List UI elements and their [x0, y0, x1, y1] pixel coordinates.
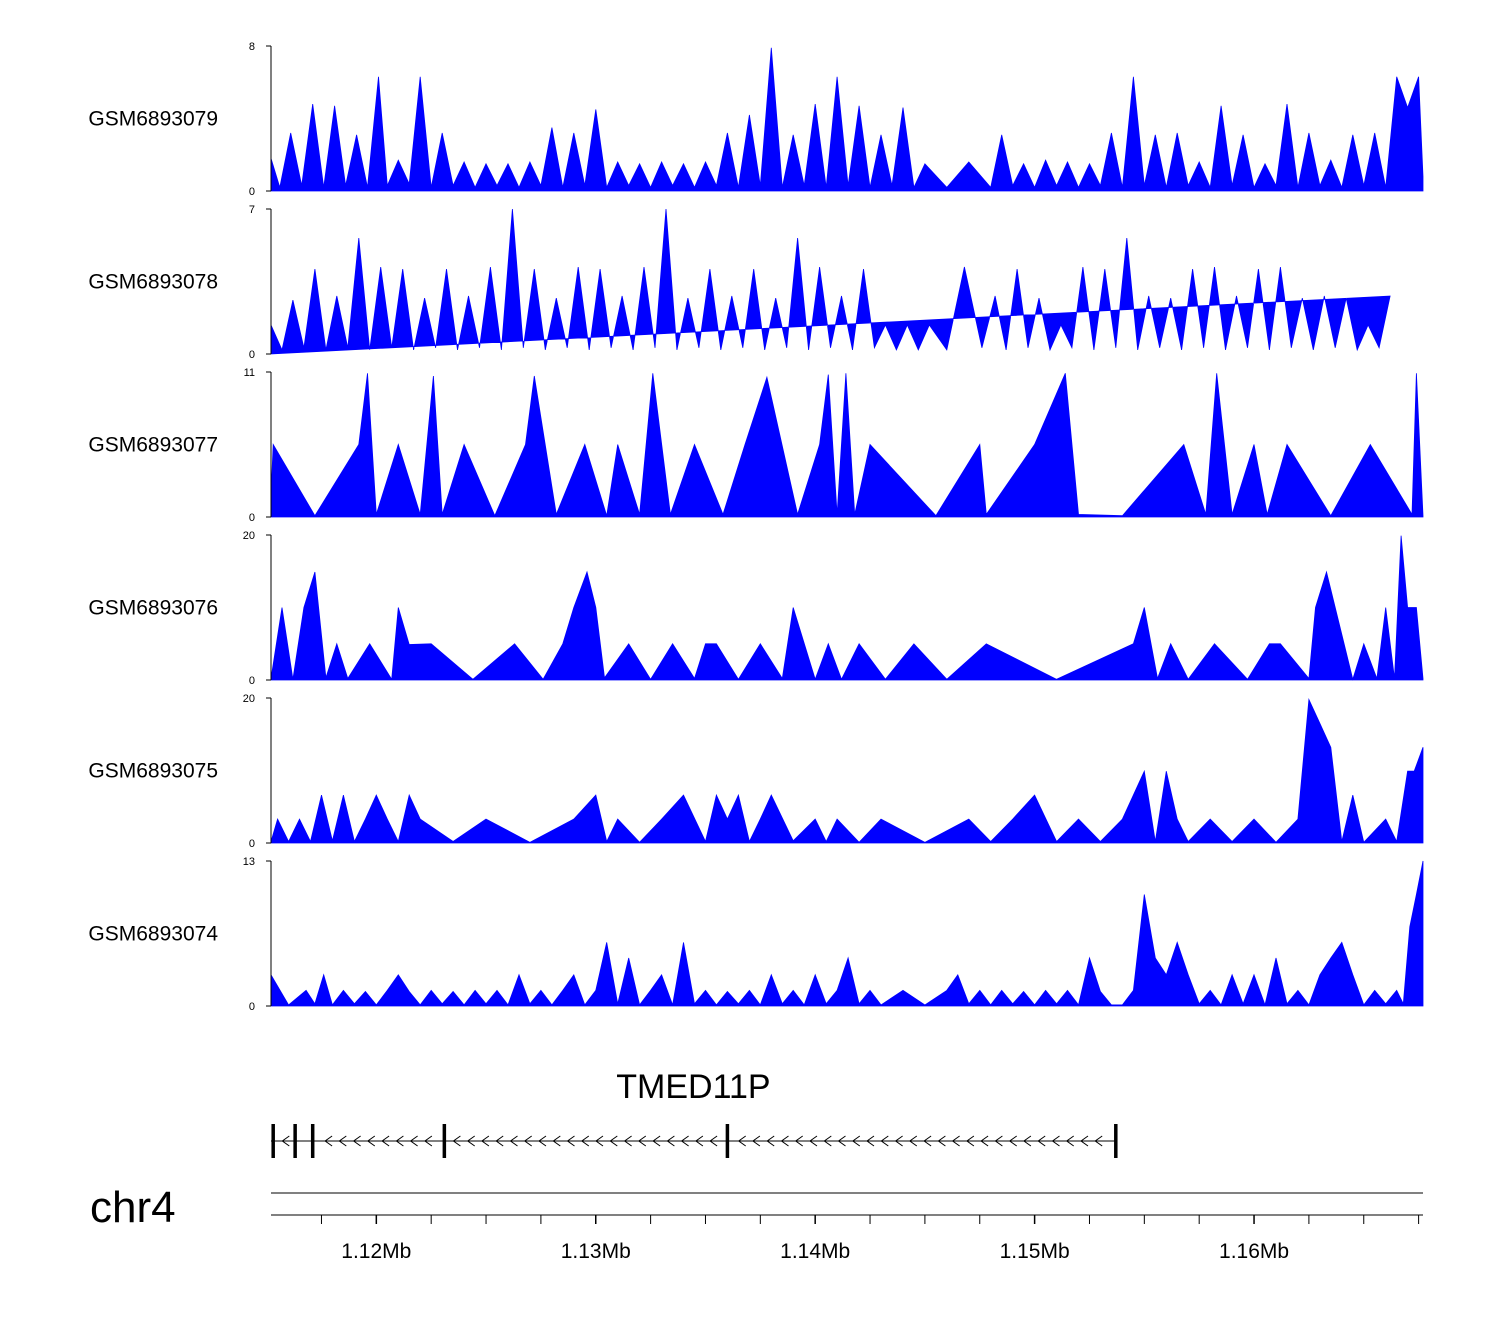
strand-arrow — [752, 1135, 761, 1147]
strand-arrow — [580, 1135, 590, 1147]
strand-arrow — [466, 1135, 475, 1147]
strand-arrow — [809, 1135, 818, 1147]
strand-arrow — [1051, 1135, 1060, 1147]
strand-arrow — [823, 1135, 832, 1147]
strand-arrow — [609, 1135, 618, 1147]
track-GSM6893074: 13 0 GSM6893074 — [88, 856, 1424, 1013]
y-axis-min-label: 0 — [249, 1001, 255, 1013]
x-axis-tick-label: 1.13Mb — [561, 1240, 631, 1263]
strand-arrow — [851, 1135, 861, 1147]
strand-arrow — [1008, 1135, 1017, 1147]
track-label: GSM6893076 — [88, 597, 218, 620]
strand-arrow — [552, 1135, 561, 1147]
strand-arrow — [980, 1135, 989, 1147]
strand-arrow — [923, 1135, 932, 1147]
strand-arrow — [894, 1135, 903, 1147]
strand-arrow — [994, 1135, 1003, 1147]
strand-arrow — [509, 1135, 518, 1147]
y-axis-min-label: 0 — [249, 349, 255, 361]
chromosome-label: chr4 — [90, 1183, 176, 1232]
coverage-tracks: 8 0 GSM6893079 7 0 GSM6893078 11 0 GSM6893077 20 0… — [88, 41, 1424, 1013]
strand-arrow — [523, 1135, 532, 1147]
strand-arrow — [695, 1135, 704, 1147]
strand-arrow — [709, 1135, 718, 1147]
strand-arrow — [595, 1135, 604, 1147]
gene-annotation-track: TMED11P — [271, 1068, 1118, 1158]
track-label: GSM6893079 — [88, 108, 218, 131]
x-axis-tick-label: 1.14Mb — [780, 1240, 850, 1263]
coverage-area — [270, 860, 1424, 1007]
strand-arrow — [538, 1135, 547, 1147]
gene-label: TMED11P — [616, 1068, 770, 1106]
strand-arrow — [1094, 1135, 1103, 1147]
coverage-area — [270, 373, 1424, 518]
strand-arrow — [281, 1135, 290, 1147]
strand-arrow — [837, 1135, 846, 1147]
coverage-area — [270, 535, 1424, 681]
strand-arrow — [951, 1135, 960, 1147]
strand-arrow — [395, 1135, 404, 1147]
strand-arrow — [381, 1135, 390, 1147]
y-axis-min-label: 0 — [249, 186, 255, 198]
y-axis-max-label: 20 — [243, 693, 255, 705]
strand-arrow — [495, 1135, 504, 1147]
strand-arrow — [737, 1135, 746, 1147]
strand-arrow — [1023, 1135, 1032, 1147]
x-axis-tick-label: 1.15Mb — [1000, 1240, 1070, 1263]
strand-arrow — [1080, 1135, 1089, 1147]
strand-arrow — [452, 1135, 461, 1147]
strand-arrow — [338, 1135, 347, 1147]
y-axis-max-label: 7 — [249, 204, 255, 216]
track-label: GSM6893075 — [88, 760, 218, 783]
y-axis-max-label: 13 — [243, 856, 255, 868]
strand-arrow — [352, 1135, 361, 1147]
track-GSM6893076: 20 0 GSM6893076 — [88, 530, 1424, 687]
x-axis-tick-label: 1.16Mb — [1219, 1240, 1289, 1263]
strand-arrow — [623, 1135, 632, 1147]
strand-arrow — [937, 1135, 946, 1147]
coverage-area — [270, 47, 1424, 192]
strand-arrow — [409, 1135, 418, 1147]
strand-arrow — [652, 1135, 661, 1147]
track-label: GSM6893078 — [88, 271, 218, 294]
strand-arrow — [780, 1135, 789, 1147]
strand-arrow — [680, 1135, 689, 1147]
track-GSM6893075: 20 0 GSM6893075 — [88, 693, 1424, 850]
coverage-area — [270, 697, 1424, 844]
y-axis-min-label: 0 — [249, 512, 255, 524]
strand-arrow — [1065, 1135, 1074, 1147]
strand-arrow — [1037, 1135, 1046, 1147]
strand-arrow — [794, 1135, 803, 1147]
genomic-coordinate-axis: chr4 1.12Mb 1.13Mb 1.14Mb 1.15Mb 1.16Mb — [90, 1183, 1423, 1263]
strand-arrow — [908, 1135, 918, 1147]
track-label: GSM6893077 — [88, 434, 218, 457]
strand-arrow — [666, 1135, 675, 1147]
strand-arrow — [481, 1135, 490, 1147]
y-axis-min-label: 0 — [249, 675, 255, 687]
strand-arrow — [637, 1135, 647, 1147]
strand-arrow — [966, 1135, 975, 1147]
strand-arrow — [766, 1135, 775, 1147]
track-label: GSM6893074 — [88, 923, 218, 946]
strand-arrow — [880, 1135, 889, 1147]
strand-arrow — [866, 1135, 875, 1147]
track-GSM6893077: 11 0 GSM6893077 — [88, 367, 1424, 524]
strand-arrow — [566, 1135, 575, 1147]
track-GSM6893079: 8 0 GSM6893079 — [88, 41, 1424, 198]
y-axis-max-label: 11 — [244, 367, 255, 379]
coverage-area — [270, 208, 1391, 355]
strand-arrow — [366, 1135, 376, 1147]
y-axis-max-label: 20 — [243, 530, 255, 542]
x-axis-tick-label: 1.12Mb — [341, 1240, 411, 1263]
y-axis-max-label: 8 — [249, 41, 255, 53]
y-axis-min-label: 0 — [249, 838, 255, 850]
strand-arrow — [324, 1135, 333, 1147]
strand-arrow — [424, 1135, 433, 1147]
track-GSM6893078: 7 0 GSM6893078 — [88, 204, 1391, 361]
